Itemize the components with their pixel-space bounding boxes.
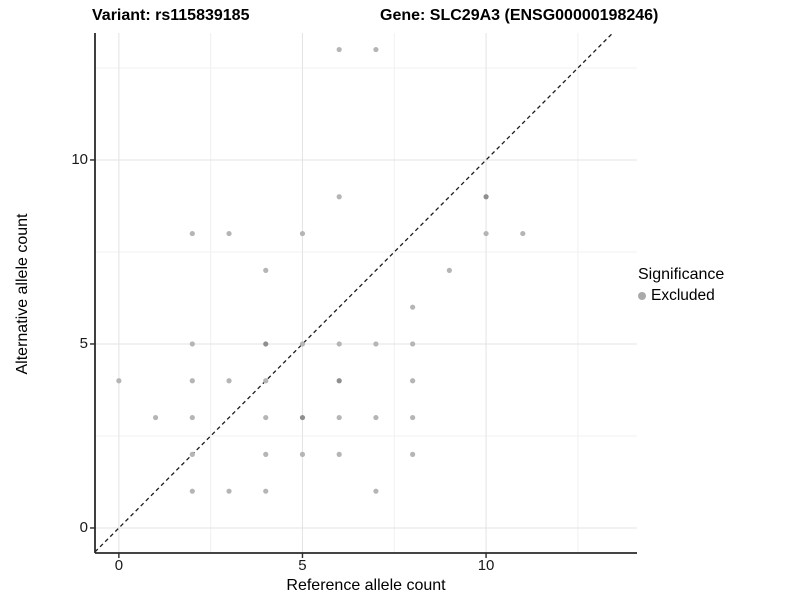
- x-axis-tick-labels: 0 5 10: [95, 558, 637, 576]
- data-point: [336, 451, 342, 457]
- data-point: [410, 341, 416, 347]
- data-point: [410, 304, 416, 310]
- data-point: [336, 341, 342, 347]
- identity-line: [94, 33, 614, 553]
- data-point: [299, 414, 306, 421]
- data-point: [263, 451, 269, 457]
- data-point: [410, 378, 416, 384]
- data-point: [189, 341, 195, 347]
- data-point: [336, 194, 342, 200]
- data-point: [446, 267, 452, 273]
- legend-item-excluded: Excluded: [638, 287, 724, 305]
- y-tick-label: 5: [79, 334, 88, 352]
- data-point: [336, 414, 342, 421]
- data-point: [263, 341, 269, 347]
- x-tick-label: 10: [477, 557, 495, 574]
- data-point: [263, 267, 269, 273]
- y-axis-tick-labels: 0 5 10: [54, 33, 88, 553]
- legend-title: Significance: [638, 266, 725, 283]
- y-axis-label: Alternative allele count: [14, 213, 31, 375]
- data-point: [299, 230, 306, 237]
- data-point: [263, 488, 269, 494]
- data-point: [189, 378, 195, 384]
- data-point: [189, 414, 195, 421]
- data-point: [373, 414, 379, 421]
- circle-icon: [638, 292, 646, 300]
- plot-panel: [90, 33, 637, 558]
- data-point: [410, 414, 416, 421]
- x-axis-label: Reference allele count: [286, 577, 446, 594]
- y-tick-label: 10: [71, 150, 88, 168]
- data-point: [299, 341, 306, 347]
- data-point: [299, 451, 306, 457]
- data-point: [483, 230, 489, 237]
- data-point: [189, 230, 195, 237]
- legend: Significance Excluded: [638, 266, 724, 305]
- x-tick-label: 0: [114, 557, 124, 574]
- data-point: [373, 46, 379, 53]
- data-point: [373, 488, 379, 494]
- data-point: [152, 414, 159, 421]
- data-point: [336, 378, 342, 384]
- data-point: [336, 46, 342, 53]
- data-point: [483, 194, 489, 200]
- y-tick-label: 0: [79, 518, 88, 536]
- x-tick-label: 5: [298, 557, 307, 574]
- plot-title-variant: Variant: rs115839185: [92, 7, 250, 24]
- plot-title-gene: Gene: SLC29A3 (ENSG00000198246): [380, 7, 659, 24]
- data-point: [189, 488, 195, 494]
- data-point: [226, 488, 232, 494]
- data-point: [373, 341, 379, 347]
- data-point: [410, 451, 416, 457]
- data-point: [263, 414, 269, 421]
- data-point: [226, 230, 232, 237]
- data-point: [226, 378, 232, 384]
- data-point: [189, 451, 195, 457]
- data-point: [116, 378, 122, 384]
- data-point: [263, 378, 269, 384]
- data-point: [520, 230, 526, 237]
- legend-item-label: Excluded: [651, 287, 715, 304]
